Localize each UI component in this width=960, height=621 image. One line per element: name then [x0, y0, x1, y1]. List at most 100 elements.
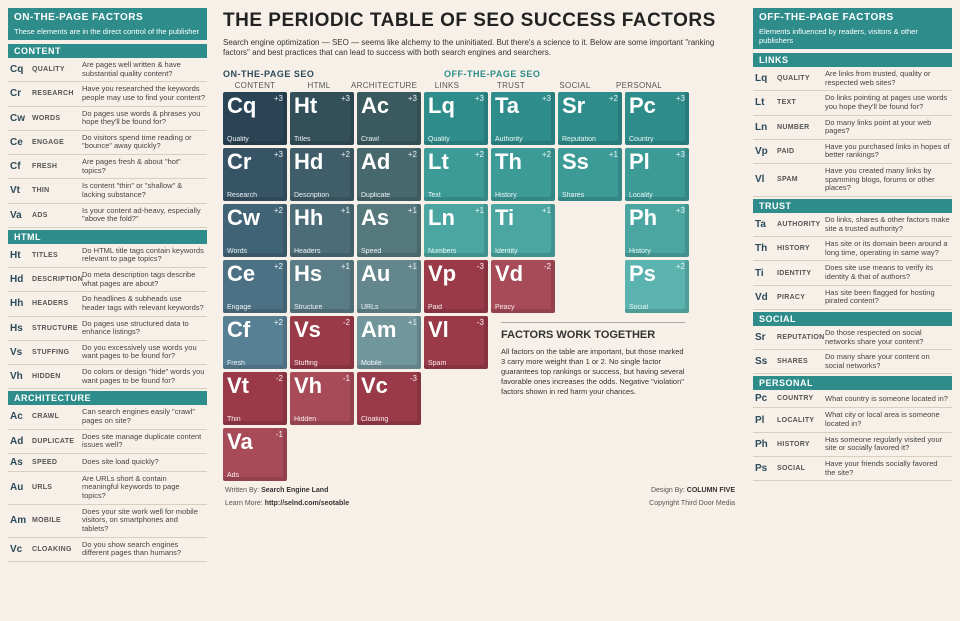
fwt-title: FACTORS WORK TOGETHER: [501, 322, 685, 341]
tile-name: Quality: [428, 136, 484, 143]
factor-name: SHARES: [777, 358, 825, 365]
credit-written: Search Engine Land: [261, 487, 328, 494]
factor-row: AdDUPLICATEDoes site manage duplicate co…: [8, 430, 207, 454]
tile-weight: +2: [609, 94, 618, 103]
tile-weight: +1: [341, 206, 350, 215]
section-links: LINKS: [753, 53, 952, 67]
tile-weight: +2: [274, 318, 283, 327]
factor-question: Do meta description tags describe what p…: [82, 271, 205, 288]
factor-symbol: Pl: [755, 415, 777, 426]
tile-symbol: Vd: [495, 263, 551, 285]
credit-written-lbl: Written By:: [225, 487, 259, 494]
tile-ce: +2CeEngage: [223, 260, 287, 313]
tile-name: Country: [629, 136, 685, 143]
factor-question: Have your friends socially favored the s…: [825, 460, 950, 477]
factor-row: PcCOUNTRYWhat country is someone located…: [753, 390, 952, 408]
factor-question: Are pages well written & have substantia…: [82, 61, 205, 78]
tile-weight: +1: [609, 150, 618, 159]
tile-weight: +2: [341, 150, 350, 159]
factor-name: WORDS: [32, 115, 82, 122]
factor-row: TaAUTHORITYDo links, shares & other fact…: [753, 213, 952, 237]
tile-am: +1AmMobile: [357, 316, 421, 369]
factor-row: PsSOCIALHave your friends socially favor…: [753, 457, 952, 481]
tile-cr: +3CrResearch: [223, 148, 287, 201]
tile-name: Hidden: [294, 416, 350, 423]
factor-symbol: Ti: [755, 268, 777, 279]
factor-row: HsSTRUCTUREDo pages use structured data …: [8, 317, 207, 341]
tile-weight: -2: [343, 318, 350, 327]
factor-symbol: Ps: [755, 463, 777, 474]
tile-th: +2ThHistory: [491, 148, 555, 201]
factor-name: SOCIAL: [777, 465, 825, 472]
tile-weight: +2: [676, 262, 685, 271]
tile-weight: -2: [276, 374, 283, 383]
tile-vt: -2VtThin: [223, 372, 287, 425]
tile-name: History: [629, 248, 685, 255]
factor-symbol: Vl: [755, 174, 777, 185]
factor-name: QUALITY: [777, 75, 825, 82]
tile-name: Headers: [294, 248, 350, 255]
section-architecture: ARCHITECTURE: [8, 391, 207, 405]
tile-weight: +3: [274, 150, 283, 159]
factor-question: Do colors or design "hide" words you wan…: [82, 368, 205, 385]
tile-name: Spam: [428, 360, 484, 367]
left-panel: ON-THE-PAGE FACTORS These elements are i…: [0, 0, 215, 621]
factor-row: VlSPAMHave you created many links by spa…: [753, 164, 952, 197]
tile-ln: +1LnNumbers: [424, 204, 488, 257]
factor-question: What city or local area is someone locat…: [825, 411, 950, 428]
factor-symbol: Vp: [755, 146, 777, 157]
factor-name: FRESH: [32, 163, 82, 170]
tile-hs: +1HsStructure: [290, 260, 354, 313]
tile-name: Ads: [227, 472, 283, 479]
tile-weight: -2: [544, 262, 551, 271]
section-social: SOCIAL: [753, 312, 952, 326]
tile-weight: +2: [408, 150, 417, 159]
tile-name: Description: [294, 192, 350, 199]
factor-name: THIN: [32, 187, 82, 194]
factor-row: CwWORDSDo pages use words & phrases you …: [8, 107, 207, 131]
factor-row: AcCRAWLCan search engines easily "crawl"…: [8, 405, 207, 429]
group-off-label: OFF-THE-PAGE SEO: [444, 69, 737, 79]
factor-name: COUNTRY: [777, 395, 825, 402]
factor-row: VhHIDDENDo colors or design "hide" words…: [8, 365, 207, 389]
factor-name: ADS: [32, 212, 82, 219]
factor-name: PIRACY: [777, 294, 825, 301]
factor-row: HtTITLESDo HTML title tags contain keywo…: [8, 244, 207, 268]
credits: Written By: Search Engine Land Design By…: [223, 487, 737, 494]
tile-pl: +3PlLocality: [625, 148, 689, 201]
tile-weight: +3: [676, 206, 685, 215]
factor-question: Do visitors spend time reading or "bounc…: [82, 134, 205, 151]
factor-row: VcCLOAKINGDo you show search engines dif…: [8, 538, 207, 562]
factor-symbol: Cf: [10, 161, 32, 172]
tile-name: URLs: [361, 304, 417, 311]
tile-lt: +2LtText: [424, 148, 488, 201]
factor-name: STUFFING: [32, 349, 82, 356]
factor-row: CfFRESHAre pages fresh & about "hot" top…: [8, 155, 207, 179]
right-panel-title: OFF-THE-PAGE FACTORS: [753, 8, 952, 27]
factor-question: Do those respected on social networks sh…: [825, 329, 950, 346]
tile-name: Paid: [428, 304, 484, 311]
factor-name: MOBILE: [32, 517, 82, 524]
factor-row: CqQUALITYAre pages well written & have s…: [8, 58, 207, 82]
fwt-body: All factors on the table are important, …: [501, 347, 685, 398]
tile-name: Social: [629, 304, 685, 311]
group-on-label: ON-THE-PAGE SEO: [223, 69, 444, 79]
credit-learn: http://selnd.com/seotable: [265, 500, 349, 507]
factor-question: Are links from trusted, quality or respe…: [825, 70, 950, 87]
col-label: CONTENT: [223, 81, 287, 90]
tile-weight: +1: [341, 262, 350, 271]
factor-symbol: Hh: [10, 298, 32, 309]
intro-text: Search engine optimization — SEO — seems…: [223, 38, 737, 59]
factor-row: ThHISTORYHas site or its domain been aro…: [753, 237, 952, 261]
factor-question: Does site manage duplicate content issue…: [82, 433, 205, 450]
factor-row: AmMOBILEDoes your site work well for mob…: [8, 505, 207, 538]
tile-lq: +3LqQuality: [424, 92, 488, 145]
factor-symbol: Ln: [755, 122, 777, 133]
factor-name: CLOAKING: [32, 546, 82, 553]
factor-row: VtTHINIs content "thin" or "shallow" & l…: [8, 179, 207, 203]
tile-vc: -3VcCloaking: [357, 372, 421, 425]
factor-name: ENGAGE: [32, 139, 82, 146]
factor-question: Do headlines & subheads use header tags …: [82, 295, 205, 312]
factor-question: Can search engines easily "crawl" pages …: [82, 408, 205, 425]
factor-question: Does site load quickly?: [82, 458, 205, 467]
